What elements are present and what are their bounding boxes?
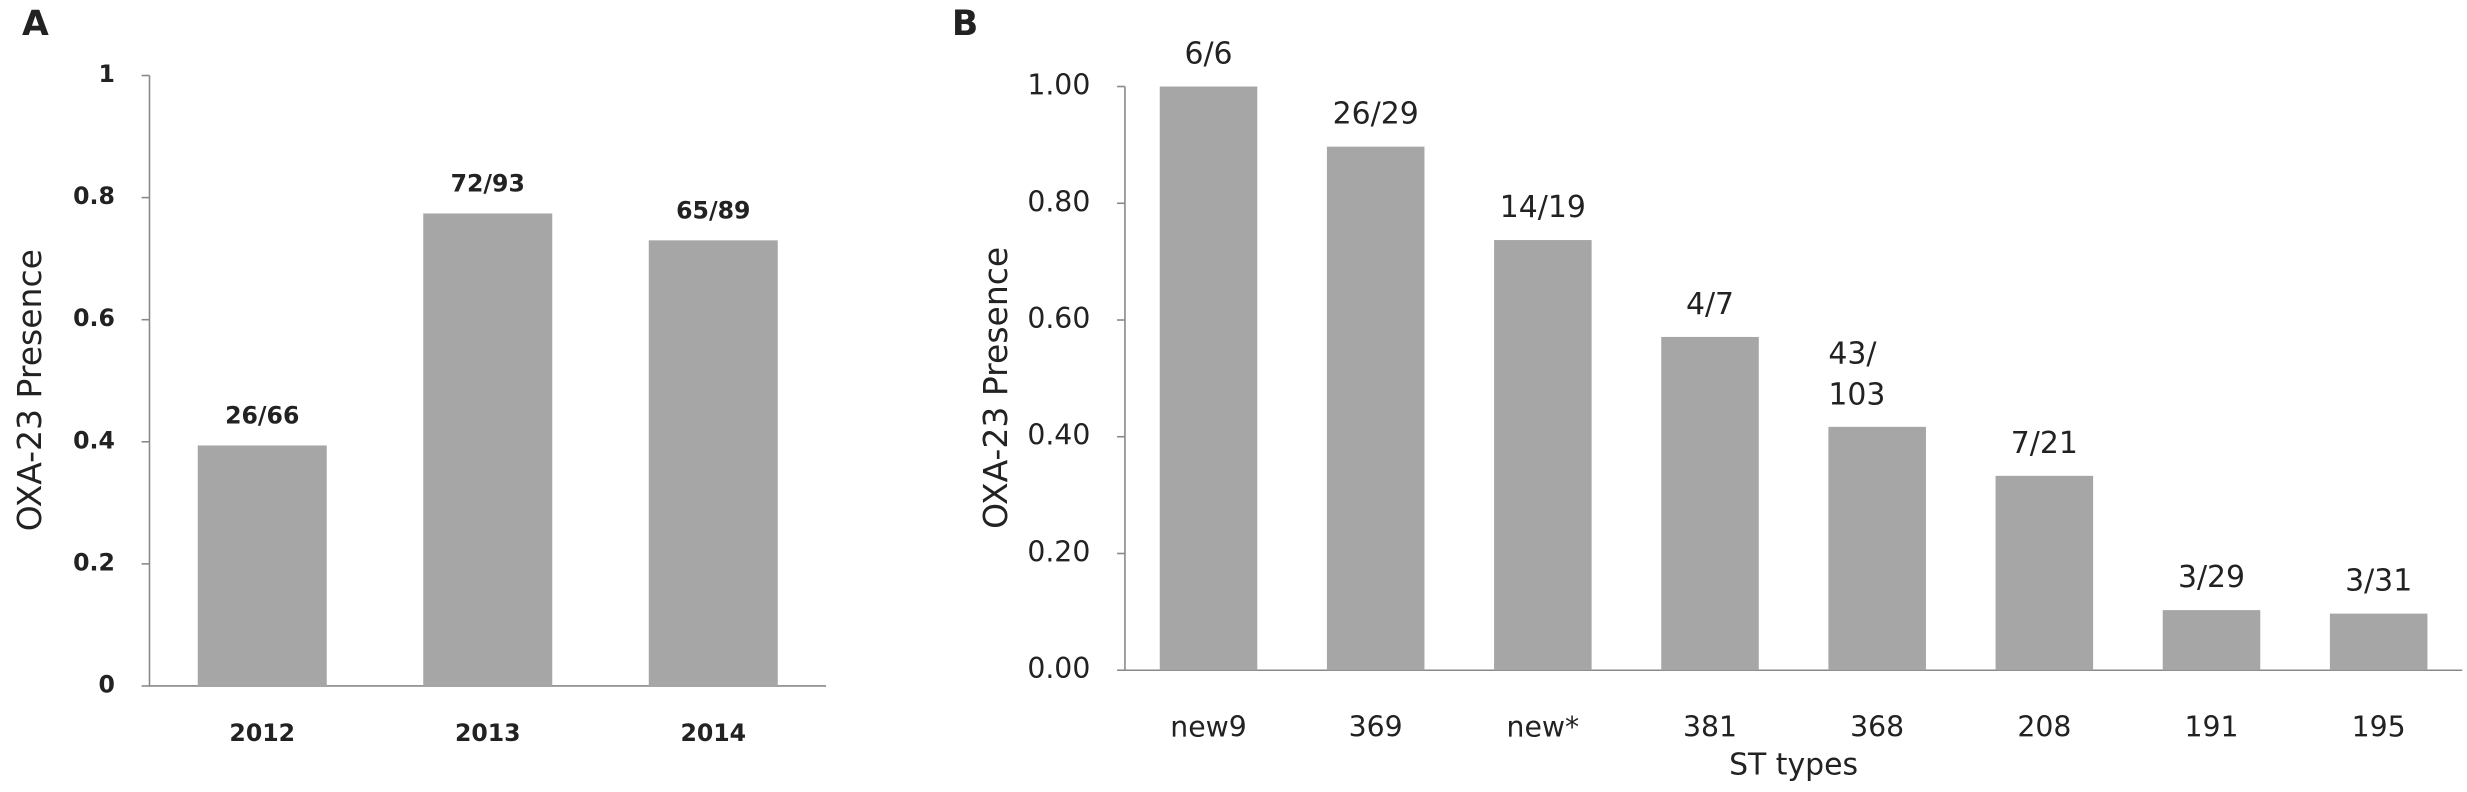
y-axis-label: OXA-23 Presence	[10, 249, 49, 531]
y-tick-label: 0.2	[73, 548, 115, 576]
value-label: 14/19	[1500, 190, 1586, 225]
bar	[1995, 475, 2094, 671]
bar	[648, 240, 778, 686]
panel-label: A	[22, 4, 49, 44]
value-label: 3/31	[2345, 564, 2412, 599]
y-tick-label: 1.00	[1027, 69, 1090, 102]
x-tick-label: 2014	[680, 719, 746, 747]
x-tick-label: 381	[1683, 710, 1737, 743]
y-tick-label: 0.00	[1027, 652, 1090, 685]
bar	[1326, 146, 1425, 671]
bar	[197, 445, 327, 686]
bar	[1494, 240, 1592, 671]
value-label: 4/7	[1686, 287, 1734, 322]
y-tick-label: 0.20	[1027, 535, 1090, 568]
value-label: 26/66	[225, 402, 299, 430]
value-label: 7/21	[2011, 426, 2078, 461]
y-tick-label: 0.80	[1027, 185, 1090, 218]
y-tick-label: 0	[98, 670, 114, 698]
x-tick-label: new*	[1507, 710, 1580, 743]
value-label: 43/103	[1828, 336, 1885, 412]
x-tick-label: 2012	[229, 719, 295, 747]
x-axis-label: ST types	[1729, 748, 1858, 783]
x-tick-label: 208	[2017, 710, 2071, 743]
bar	[2329, 613, 2428, 671]
x-tick-label: new9	[1170, 710, 1247, 743]
y-axis-label: OXA-23 Presence	[976, 247, 1015, 529]
y-tick-label: 0.60	[1027, 302, 1090, 335]
bar	[1828, 426, 1926, 671]
bar	[1661, 336, 1759, 671]
x-tick-label: 368	[1850, 710, 1904, 743]
y-tick-label: 1	[98, 60, 114, 88]
y-tick-label: 0.40	[1027, 419, 1090, 452]
bar	[1159, 86, 1258, 671]
value-label: 65/89	[676, 197, 750, 225]
y-tick-label: 0.6	[73, 304, 115, 332]
x-tick-label: 369	[1349, 710, 1403, 743]
value-label: 6/6	[1184, 37, 1232, 72]
value-label: 72/93	[451, 170, 525, 198]
value-label: 26/29	[1333, 97, 1419, 132]
bar	[2162, 610, 2261, 671]
x-tick-label: 2013	[455, 719, 521, 747]
bar	[423, 213, 553, 686]
panel-label: B	[952, 4, 978, 44]
y-tick-label: 0.4	[73, 426, 115, 454]
value-label: 3/29	[2178, 560, 2245, 595]
x-tick-label: 191	[2184, 710, 2238, 743]
x-tick-label: 195	[2352, 710, 2406, 743]
y-tick-label: 0.8	[73, 182, 115, 210]
